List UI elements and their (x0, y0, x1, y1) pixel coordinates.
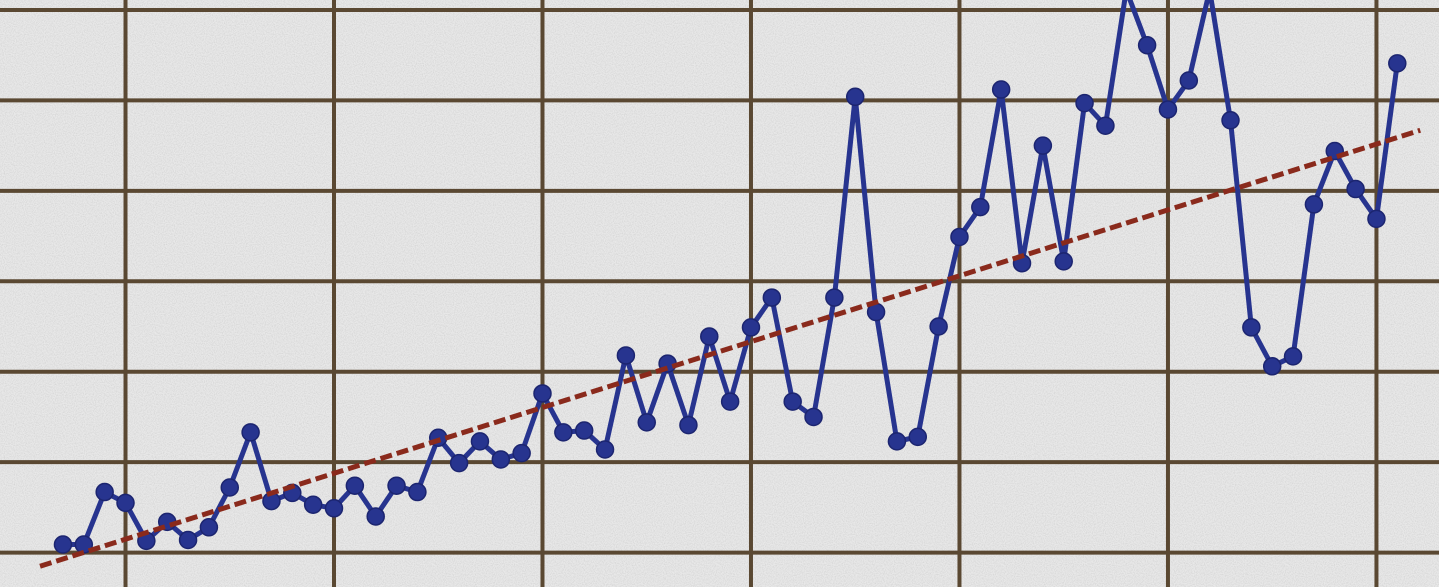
data-point (95, 482, 114, 502)
data-point (512, 443, 531, 463)
data-point (637, 413, 656, 432)
data-point (220, 478, 240, 497)
data-point (1158, 100, 1178, 119)
data-point (449, 453, 469, 473)
data-point (1137, 35, 1157, 55)
data-point (116, 493, 135, 513)
data-point (387, 476, 406, 495)
data-point (303, 495, 323, 514)
data-point (887, 432, 907, 451)
data-point (241, 423, 260, 442)
data-point (783, 392, 802, 411)
data-point (345, 476, 365, 495)
data-point (324, 499, 344, 518)
data-point (845, 87, 865, 107)
data-point (178, 530, 198, 550)
data-point (679, 415, 698, 435)
data-point (950, 227, 969, 247)
trend-line (39, 127, 1421, 569)
data-point (741, 318, 761, 337)
data-point (804, 407, 823, 427)
data-point (762, 288, 782, 307)
data-point (991, 80, 1011, 99)
data-point (1304, 195, 1324, 214)
data-point (366, 507, 385, 526)
data-point (1346, 179, 1365, 199)
data-point (700, 327, 719, 346)
data-point (1221, 111, 1240, 130)
data-point (533, 384, 552, 403)
data-point (1367, 209, 1386, 229)
data-point (595, 440, 615, 459)
data-point (1242, 318, 1261, 337)
data-point (1388, 54, 1407, 73)
data-point (554, 423, 573, 442)
data-point (470, 432, 490, 451)
data-point (616, 346, 636, 365)
data-point (574, 421, 594, 440)
data-point (971, 197, 990, 217)
data-point (720, 392, 740, 411)
data-point (1075, 93, 1094, 113)
data-point (929, 317, 948, 336)
data-point (408, 482, 427, 502)
data-point (1096, 116, 1115, 135)
data-point (1262, 357, 1282, 376)
data-point (199, 518, 219, 537)
data-point (825, 288, 844, 307)
data-point (491, 450, 511, 469)
data-point (1179, 71, 1199, 90)
data-point (1033, 136, 1053, 155)
data-point (908, 427, 928, 447)
data-point (53, 535, 73, 554)
data-point (1054, 252, 1073, 271)
data-point (1283, 347, 1303, 366)
